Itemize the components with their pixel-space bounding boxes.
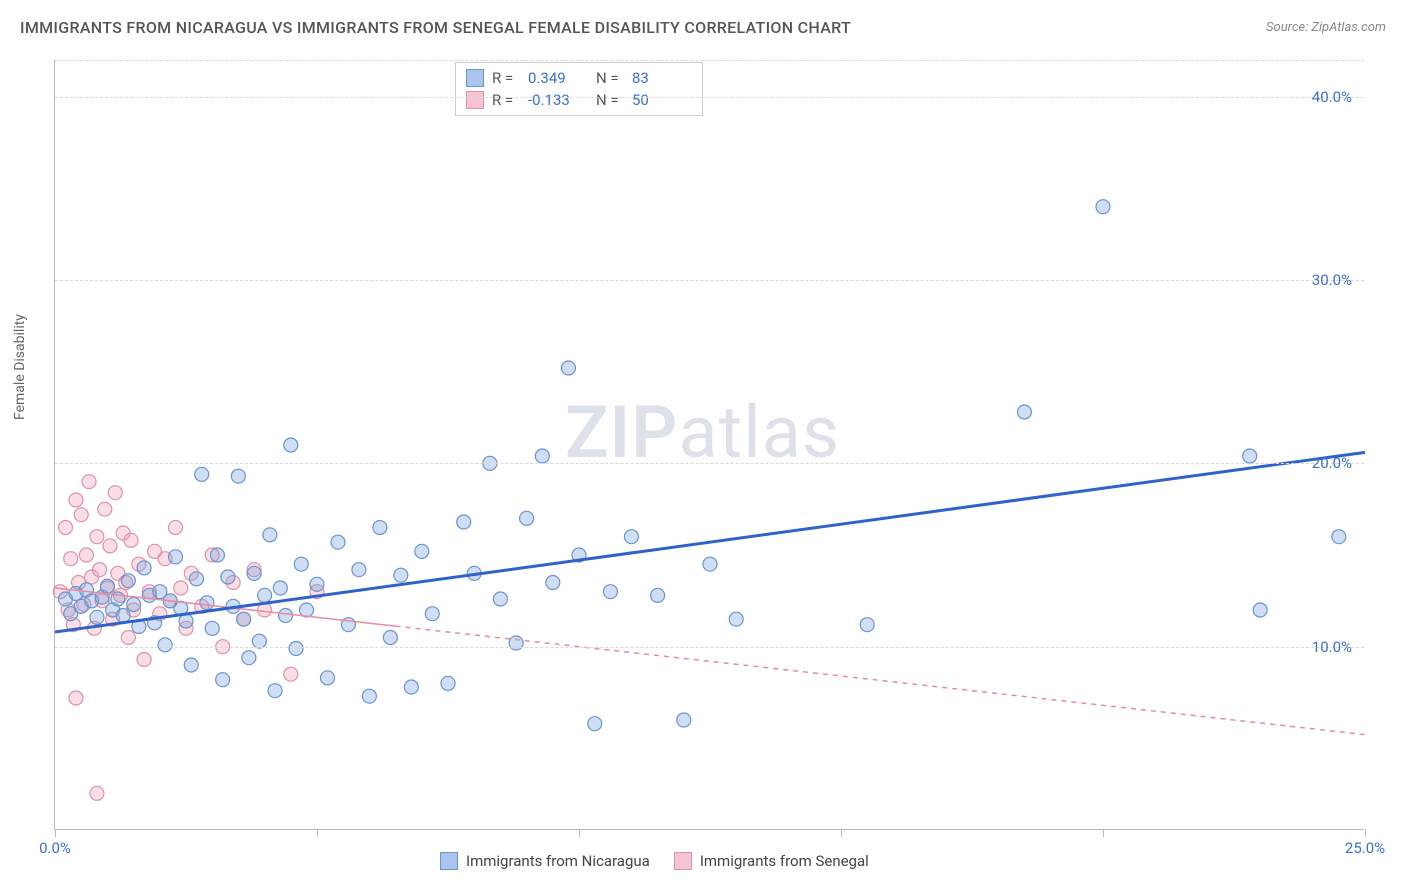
plot-area: ZIPatlas R = 0.349 N = 83 R = -0.133 N =… bbox=[54, 60, 1364, 830]
stat-n-label-2: N = bbox=[596, 91, 624, 109]
stat-n-label-1: N = bbox=[596, 69, 624, 87]
legend-label-2: Immigrants from Senegal bbox=[700, 852, 869, 870]
chart-title: IMMIGRANTS FROM NICARAGUA VS IMMIGRANTS … bbox=[20, 18, 851, 37]
y-axis-label: Female Disability bbox=[12, 314, 28, 420]
legend-label-1: Immigrants from Nicaragua bbox=[466, 852, 650, 870]
stat-n-value-2: 50 bbox=[632, 91, 692, 109]
legend-bottom: Immigrants from Nicaragua Immigrants fro… bbox=[440, 852, 869, 870]
stat-r-label-1: R = bbox=[492, 69, 520, 87]
stat-r-label-2: R = bbox=[492, 91, 520, 109]
y-tick-label: 30.0% bbox=[1312, 271, 1352, 289]
y-tick-label: 40.0% bbox=[1312, 88, 1352, 106]
chart-svg bbox=[55, 60, 1364, 829]
swatch-bottom-2 bbox=[674, 852, 692, 870]
x-tick-label: 0.0% bbox=[39, 839, 71, 857]
legend-stats: R = 0.349 N = 83 R = -0.133 N = 50 bbox=[455, 62, 703, 116]
swatch-series-2 bbox=[466, 91, 484, 109]
x-tick-label: 25.0% bbox=[1345, 839, 1385, 857]
legend-item-1: Immigrants from Nicaragua bbox=[440, 852, 650, 870]
source-attribution: Source: ZipAtlas.com bbox=[1266, 20, 1386, 35]
swatch-bottom-1 bbox=[440, 852, 458, 870]
legend-stats-row-2: R = -0.133 N = 50 bbox=[466, 89, 692, 111]
y-tick-label: 10.0% bbox=[1312, 638, 1352, 656]
legend-item-2: Immigrants from Senegal bbox=[674, 852, 869, 870]
legend-stats-row-1: R = 0.349 N = 83 bbox=[466, 67, 692, 89]
swatch-series-1 bbox=[466, 69, 484, 87]
y-tick-label: 20.0% bbox=[1312, 454, 1352, 472]
stat-r-value-1: 0.349 bbox=[528, 69, 588, 87]
stat-r-value-2: -0.133 bbox=[528, 91, 588, 109]
stat-n-value-1: 83 bbox=[632, 69, 692, 87]
